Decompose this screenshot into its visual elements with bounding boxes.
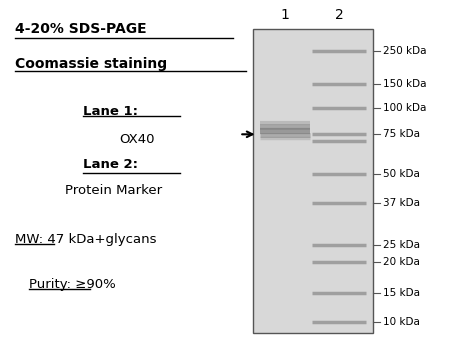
Text: 50 kDa: 50 kDa — [383, 169, 420, 179]
Text: 2: 2 — [334, 8, 343, 22]
Text: Coomassie staining: Coomassie staining — [15, 57, 167, 71]
Text: OX40: OX40 — [119, 133, 154, 145]
Text: MW: 47 kDa+glycans: MW: 47 kDa+glycans — [15, 233, 156, 246]
Text: Purity: ≥90%: Purity: ≥90% — [29, 278, 115, 291]
Text: 150 kDa: 150 kDa — [383, 79, 426, 89]
Text: Protein Marker: Protein Marker — [65, 184, 162, 197]
Text: 75 kDa: 75 kDa — [383, 129, 420, 139]
Text: 4-20% SDS-PAGE: 4-20% SDS-PAGE — [15, 22, 147, 36]
Text: Lane 2:: Lane 2: — [83, 158, 138, 172]
Text: 100 kDa: 100 kDa — [383, 103, 426, 113]
Text: 250 kDa: 250 kDa — [383, 46, 426, 56]
Text: 15 kDa: 15 kDa — [383, 288, 420, 298]
Text: 10 kDa: 10 kDa — [383, 317, 420, 327]
Text: Lane 1:: Lane 1: — [83, 105, 138, 118]
Text: 25 kDa: 25 kDa — [383, 240, 420, 250]
Text: 37 kDa: 37 kDa — [383, 198, 420, 208]
Bar — [253, 29, 372, 333]
Text: 1: 1 — [280, 8, 288, 22]
Text: 20 kDa: 20 kDa — [383, 257, 420, 267]
